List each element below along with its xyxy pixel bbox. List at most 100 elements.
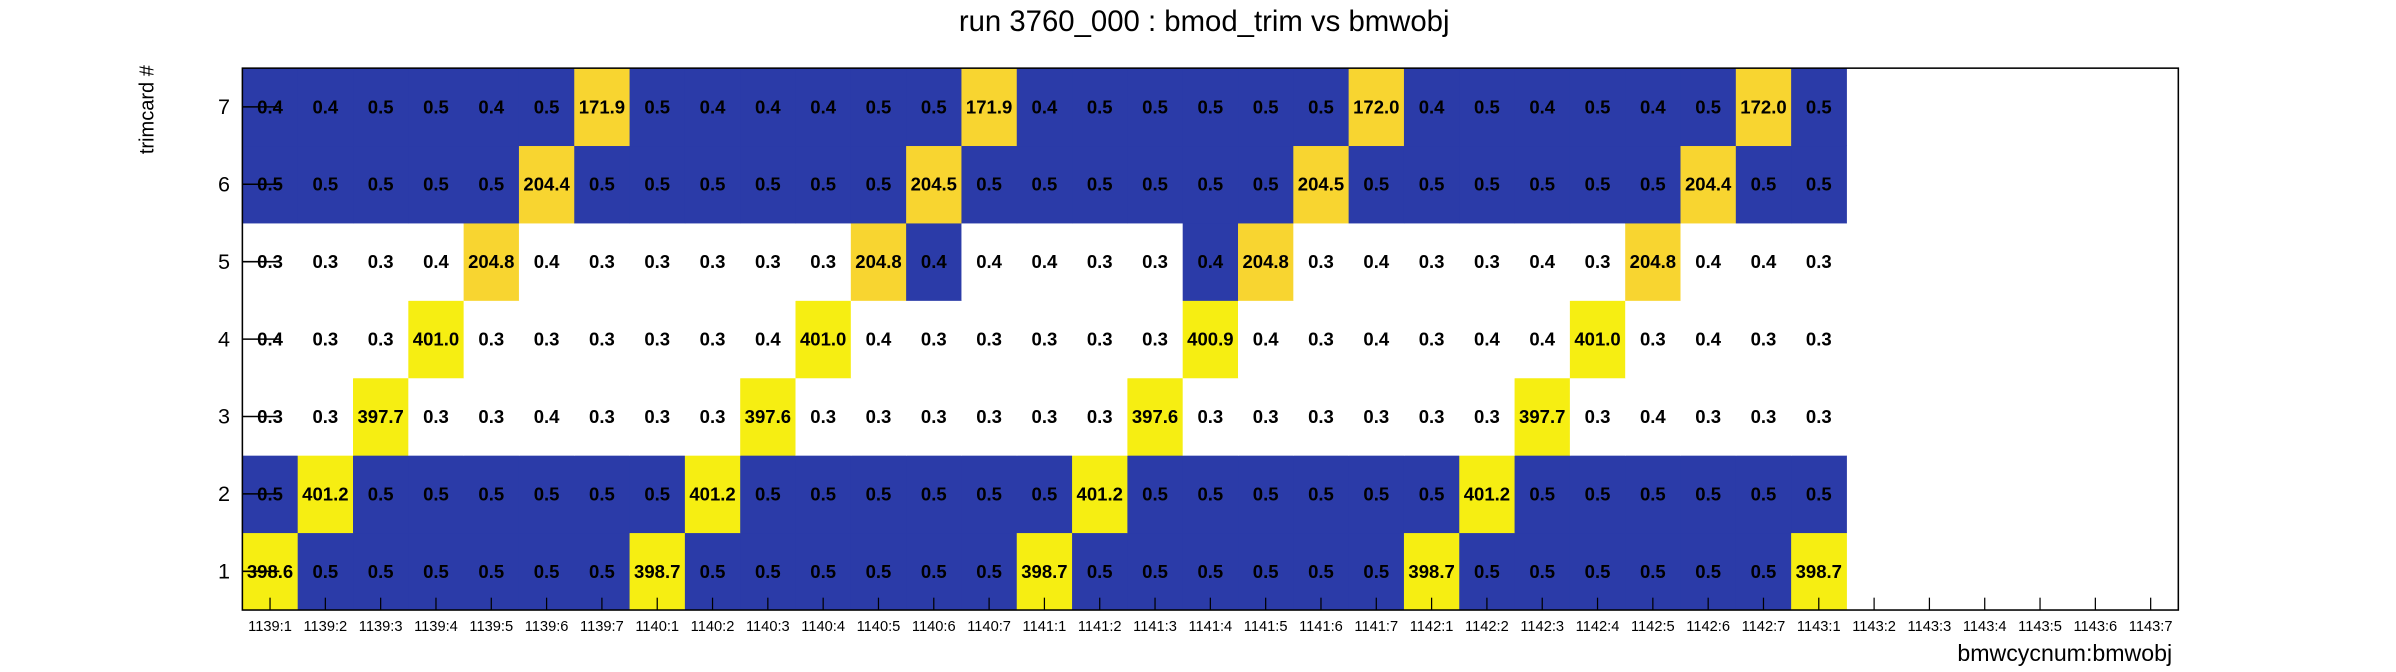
cell xyxy=(1403,222,1460,301)
cell-label: 0.3 xyxy=(810,406,836,427)
cell-label: 0.3 xyxy=(921,329,947,350)
cell xyxy=(684,68,741,147)
cell xyxy=(297,145,354,224)
cell xyxy=(1680,532,1737,611)
cell-label: 0.5 xyxy=(1751,561,1777,582)
cell-label: 0.5 xyxy=(1695,483,1721,504)
cell xyxy=(574,377,631,456)
cell xyxy=(1016,532,1073,611)
cell xyxy=(1182,532,1239,611)
cell xyxy=(353,145,409,224)
cell xyxy=(1514,68,1571,147)
cell xyxy=(740,145,796,224)
cell xyxy=(1238,145,1294,224)
x-tick-label: 1139:6 xyxy=(525,619,569,635)
cell xyxy=(1569,145,1626,224)
cell-label: 0.4 xyxy=(1640,96,1666,117)
cell-label: 0.5 xyxy=(478,483,504,504)
x-tick-label: 1139:1 xyxy=(248,619,292,635)
cell-label: 401.0 xyxy=(800,329,846,350)
cell xyxy=(463,68,520,147)
cell-label: 0.3 xyxy=(1695,406,1721,427)
cell-label: 0.3 xyxy=(1197,406,1223,427)
cell xyxy=(1735,532,1792,611)
cell xyxy=(684,300,741,379)
cell-label: 0.4 xyxy=(1695,329,1721,350)
cell xyxy=(1625,377,1681,456)
x-tick-label: 1139:3 xyxy=(359,619,403,635)
cell xyxy=(1680,222,1737,301)
cell-label: 204.8 xyxy=(468,251,514,272)
cell-label: 0.3 xyxy=(644,329,670,350)
cell-label: 0.5 xyxy=(1197,174,1223,195)
cell-label: 0.5 xyxy=(1142,483,1168,504)
y-tick-label: 1 xyxy=(218,559,230,584)
cell xyxy=(1735,300,1792,379)
cell xyxy=(1238,377,1294,456)
cell xyxy=(518,300,575,379)
cell xyxy=(1348,145,1405,224)
cell xyxy=(1791,300,1847,379)
cell-label: 0.5 xyxy=(1695,561,1721,582)
cell xyxy=(961,145,1018,224)
cell-label: 0.3 xyxy=(1087,251,1113,272)
cell-label: 0.5 xyxy=(1253,561,1279,582)
cell-label: 0.3 xyxy=(755,251,781,272)
cell xyxy=(684,455,741,534)
cell-label: 401.2 xyxy=(302,483,348,504)
cell xyxy=(463,455,520,534)
cell-label: 204.4 xyxy=(523,174,570,195)
cell-label: 204.5 xyxy=(911,174,957,195)
cell-label: 0.3 xyxy=(1363,406,1389,427)
cell-label: 0.3 xyxy=(312,329,338,350)
cell-label: 0.3 xyxy=(1474,406,1500,427)
cell-label: 0.5 xyxy=(1585,561,1611,582)
cell xyxy=(1735,68,1792,147)
cell-label: 0.5 xyxy=(755,561,781,582)
cell-label: 0.4 xyxy=(478,96,504,117)
cell-label: 0.5 xyxy=(921,561,947,582)
cell-label: 0.5 xyxy=(1806,483,1832,504)
cell xyxy=(795,300,852,379)
x-tick-label: 1140:1 xyxy=(635,619,679,635)
cell xyxy=(463,300,520,379)
x-tick-label: 1141:5 xyxy=(1244,619,1288,635)
cell-label: 0.5 xyxy=(1751,174,1777,195)
x-tick-label: 1139:5 xyxy=(469,619,513,635)
x-tick-label: 1141:7 xyxy=(1354,619,1398,635)
cell-label: 0.5 xyxy=(1308,483,1334,504)
cell xyxy=(850,68,907,147)
cell xyxy=(1459,377,1516,456)
cell xyxy=(1127,300,1184,379)
cell xyxy=(961,377,1018,456)
cell xyxy=(518,377,575,456)
cell-label: 0.5 xyxy=(368,96,394,117)
cell-label: 204.4 xyxy=(1685,174,1732,195)
cell xyxy=(1238,455,1294,534)
x-tick-label: 1142:7 xyxy=(1742,619,1786,635)
cell-label: 0.5 xyxy=(1419,174,1445,195)
cell-label: 0.3 xyxy=(589,251,615,272)
cell-label: 0.3 xyxy=(1032,329,1058,350)
cell xyxy=(353,377,409,456)
cell xyxy=(1569,222,1626,301)
x-tick-label: 1143:6 xyxy=(2073,619,2117,635)
cell xyxy=(1016,222,1073,301)
cell xyxy=(1293,532,1350,611)
cell-label: 0.3 xyxy=(644,406,670,427)
cell-label: 0.3 xyxy=(1087,329,1113,350)
y-tick-label: 5 xyxy=(218,249,230,274)
cell xyxy=(1514,300,1571,379)
cell xyxy=(1791,68,1847,147)
cell-label: 204.8 xyxy=(1242,251,1288,272)
cell xyxy=(297,377,354,456)
cell xyxy=(1127,222,1184,301)
cell xyxy=(1072,145,1128,224)
cell-label: 0.5 xyxy=(755,483,781,504)
cell xyxy=(1072,300,1128,379)
cell-label: 0.5 xyxy=(1529,174,1555,195)
cell-label: 0.3 xyxy=(312,251,338,272)
cell-label: 0.4 xyxy=(1419,96,1445,117)
cell xyxy=(961,300,1018,379)
